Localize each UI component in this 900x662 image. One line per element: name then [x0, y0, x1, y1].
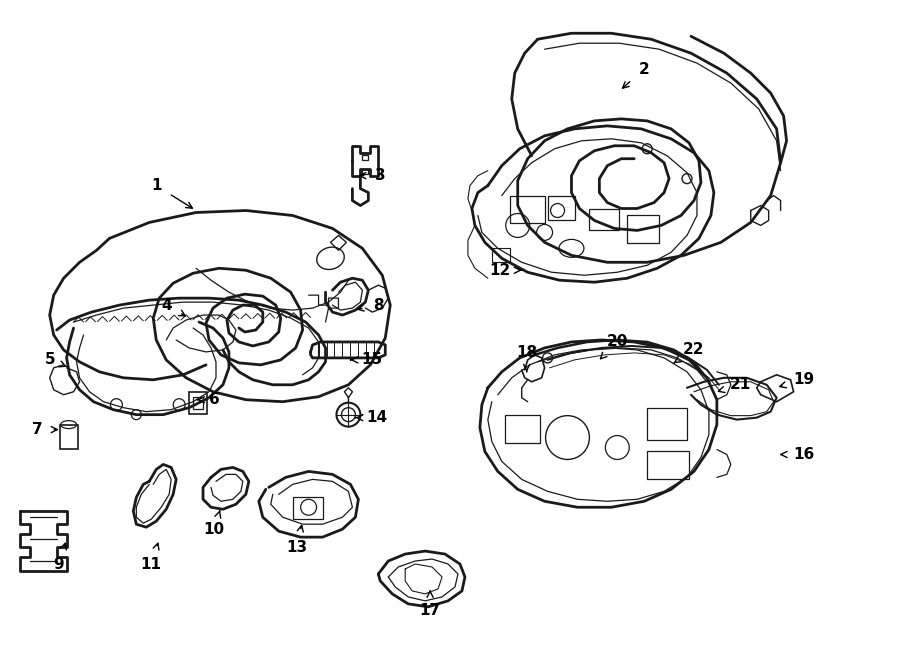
Text: 21: 21 [718, 377, 752, 393]
Bar [491, 248, 509, 262]
Bar [647, 451, 689, 479]
Bar [627, 216, 659, 244]
Text: 11: 11 [140, 544, 162, 571]
Text: 15: 15 [351, 352, 382, 367]
Bar [547, 195, 575, 220]
Text: 19: 19 [779, 372, 814, 388]
Text: 13: 13 [286, 526, 307, 555]
Text: 6: 6 [197, 392, 220, 407]
Bar [292, 497, 322, 519]
Bar [189, 392, 207, 414]
Bar [363, 169, 368, 173]
Text: 17: 17 [419, 591, 441, 618]
Bar [194, 397, 203, 408]
Text: 16: 16 [781, 447, 815, 462]
Bar [590, 209, 619, 230]
Text: 9: 9 [53, 544, 67, 571]
Text: 8: 8 [357, 298, 383, 312]
Text: 7: 7 [32, 422, 58, 437]
Bar [363, 155, 368, 160]
Text: 1: 1 [151, 178, 193, 209]
Bar [59, 424, 77, 448]
Bar [505, 414, 540, 442]
Bar [509, 195, 544, 224]
Text: 3: 3 [360, 168, 385, 183]
Text: 10: 10 [203, 511, 225, 537]
Bar [647, 408, 687, 440]
Text: 2: 2 [623, 62, 650, 88]
Text: 18: 18 [516, 346, 537, 371]
Text: 14: 14 [356, 410, 388, 425]
Text: 12: 12 [490, 263, 522, 278]
Text: 4: 4 [161, 298, 185, 316]
Text: 22: 22 [673, 342, 705, 363]
Text: 20: 20 [600, 334, 628, 359]
Text: 5: 5 [44, 352, 66, 367]
